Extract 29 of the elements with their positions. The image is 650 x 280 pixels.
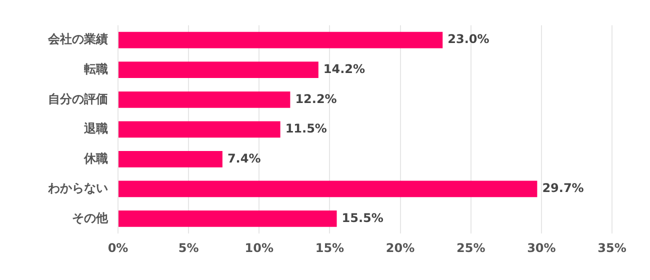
- x-tick-label: 30%: [527, 240, 556, 255]
- x-tick-label: 35%: [598, 240, 626, 255]
- data-label: 7.4%: [227, 151, 261, 166]
- bar: [118, 121, 280, 138]
- bar: [118, 91, 290, 108]
- y-tick-label: 退職: [83, 122, 108, 136]
- data-label: 29.7%: [542, 181, 584, 196]
- x-tick-label: 25%: [456, 240, 486, 255]
- bar: [118, 210, 337, 227]
- x-tick-label: 20%: [386, 240, 415, 255]
- bar: [118, 180, 538, 198]
- y-tick-label: その他: [72, 210, 109, 225]
- x-tick-label: 15%: [315, 240, 344, 255]
- data-label: 23.0%: [448, 32, 490, 46]
- y-tick-label: 自分の評価: [48, 92, 108, 106]
- data-label: 11.5%: [285, 122, 327, 136]
- data-label: 14.2%: [323, 62, 366, 76]
- y-tick-label: 休職: [83, 151, 108, 166]
- y-tick-label: 会社の業績: [47, 32, 108, 46]
- y-tick-label: 転職: [84, 62, 108, 76]
- bar: [118, 62, 318, 78]
- data-label: 15.5%: [342, 210, 384, 225]
- bar: [118, 32, 443, 48]
- x-tick-label: 0%: [108, 240, 128, 255]
- x-tick-label: 10%: [244, 240, 274, 255]
- bar: [118, 150, 222, 168]
- data-label: 12.2%: [295, 92, 337, 106]
- y-tick-label: わからない: [47, 181, 108, 196]
- x-tick-label: 5%: [178, 240, 199, 255]
